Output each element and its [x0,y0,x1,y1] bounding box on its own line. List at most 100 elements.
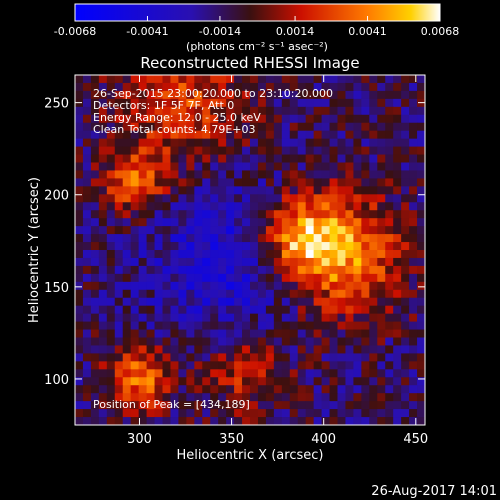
heatmap-cell [122,138,132,147]
heatmap-cell [154,417,163,426]
heatmap-cell [90,393,100,402]
heatmap-cell [194,234,203,243]
heatmap-cell [234,265,243,275]
heatmap-cell [281,130,291,140]
heatmap-cell [361,369,370,378]
heatmap-cell [242,98,251,108]
heatmap-cell [170,90,179,100]
heatmap-cell [409,289,418,299]
heatmap-cell [90,114,100,124]
heatmap-cell [186,401,195,410]
heatmap-cell [329,154,338,163]
heatmap-cell [234,82,243,92]
heatmap-cell [289,194,299,203]
heatmap-cell [122,186,132,195]
heatmap-cell [257,90,267,100]
heatmap-cell [154,273,163,283]
heatmap-cell [265,186,275,195]
heatmap-cell [377,273,386,283]
heatmap-cell [250,289,259,299]
heatmap-cell [409,385,418,394]
heatmap-cell [194,321,203,330]
heatmap-cell [353,90,362,100]
heatmap-cell [313,130,322,140]
heatmap-cell [226,257,235,267]
heatmap-cell [170,401,179,410]
heatmap-cell [281,218,291,227]
heatmap-cell [353,138,362,147]
heatmap-cell [377,226,386,235]
heatmap-cell [353,257,362,267]
heatmap-cell [98,106,108,116]
heatmap-cell [202,369,211,378]
heatmap-cell [130,393,140,402]
heatmap-cell [82,417,92,426]
heatmap-cell [210,305,219,315]
heatmap-cell [234,178,243,187]
heatmap-cell [218,369,227,378]
heatmap-cell [130,305,140,315]
heatmap-cell [313,297,322,307]
heatmap-cell [257,273,267,283]
heatmap-cell [313,369,322,378]
heatmap-cell [162,265,171,275]
heatmap-cell [162,361,171,370]
heatmap-cell [194,281,203,291]
heatmap-cell [178,170,187,179]
heatmap-cell [369,154,378,163]
heatmap-cell [329,353,338,362]
heatmap-cell [98,178,108,187]
heatmap-cell [75,297,84,307]
heatmap-cell [210,202,219,211]
heatmap-cell [289,289,299,299]
heatmap-cell [210,409,219,418]
heatmap-cell [265,234,275,243]
heatmap-cell [218,353,227,362]
heatmap-cell [242,90,251,100]
heatmap-cell [130,178,140,187]
heatmap-cell [417,130,426,140]
heatmap-cell [337,321,346,330]
heatmap-cell [257,234,267,243]
heatmap-cell [82,369,92,378]
heatmap-cell [186,337,195,346]
heatmap-cell [313,122,322,132]
heatmap-cell [218,321,227,330]
heatmap-cell [226,170,235,179]
heatmap-cell [337,409,346,418]
heatmap-cell [361,385,370,394]
heatmap-cell [273,321,283,330]
heatmap-cell [393,345,402,354]
heatmap-cell [305,146,315,155]
heatmap-cell [361,210,370,219]
heatmap-cell [242,321,251,330]
heatmap-cell [90,329,100,338]
heatmap-cell [98,122,108,132]
heatmap-cell [234,98,243,108]
heatmap-cell [297,385,307,394]
heatmap-cell [194,178,203,187]
heatmap-cell [393,329,402,338]
heatmap-cell [114,242,124,251]
heatmap-cell [281,178,291,187]
heatmap-cell [178,377,187,386]
heatmap-cell [417,186,426,195]
heatmap-cell [353,361,362,370]
heatmap-cell [313,321,322,330]
heatmap-cell [313,361,322,370]
heatmap-cell [146,321,155,330]
heatmap-cell [106,385,116,394]
heatmap-cell [297,210,307,219]
heatmap-cell [130,106,140,116]
heatmap-cell [234,417,243,426]
heatmap-cell [106,98,116,108]
heatmap-cell [337,98,346,108]
heatmap-cell [337,417,346,426]
heatmap-cell [409,250,418,259]
heatmap-cell [377,106,386,116]
heatmap-cell [186,98,195,108]
heatmap-cell [130,345,140,354]
heatmap-cell [90,337,100,346]
heatmap-cell [273,154,283,163]
heatmap-cell [138,146,147,155]
